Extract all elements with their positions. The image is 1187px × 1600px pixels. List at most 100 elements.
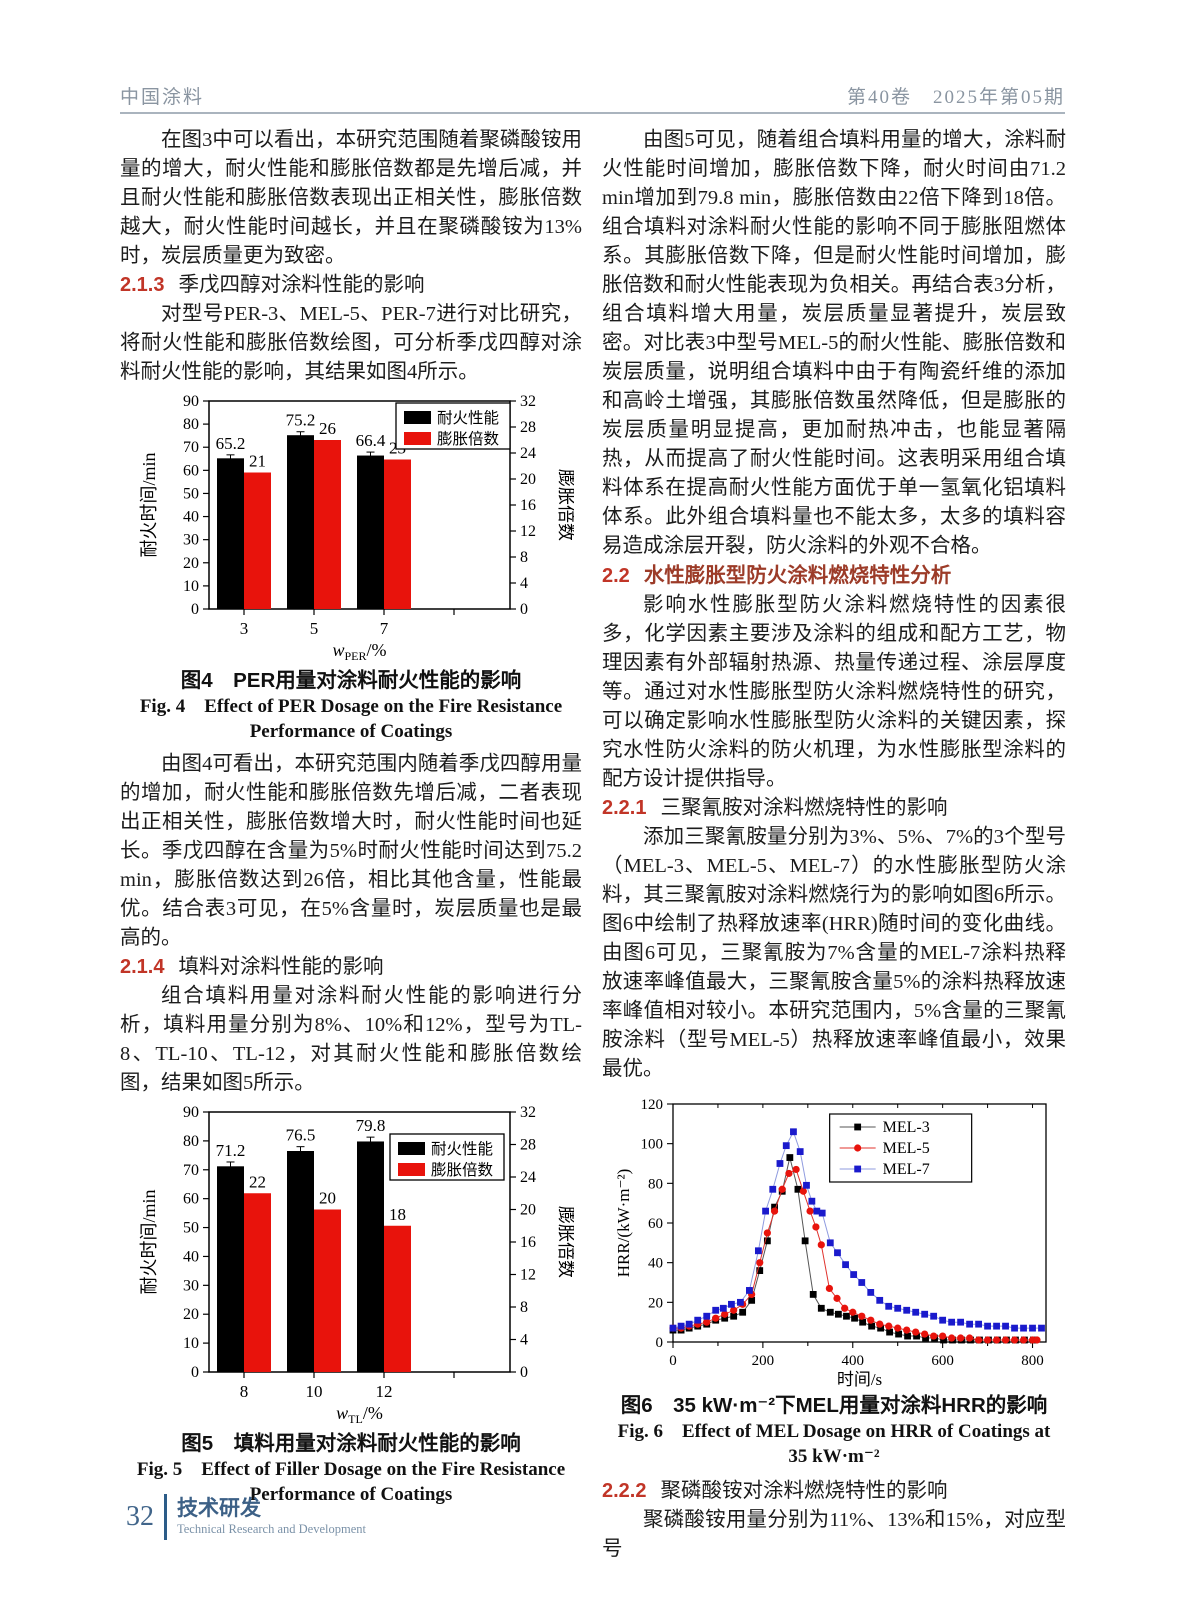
right-column: 由图5可见，随着组合填料用量的增大，涂料耐火性能时间增加，膨胀倍数下降，耐火时间…	[602, 126, 1066, 1564]
svg-text:60: 60	[648, 1216, 663, 1232]
svg-text:耐火时间/min: 耐火时间/min	[139, 452, 159, 557]
caption-cn: 图4 PER用量对涂料耐火性能的影响	[180, 669, 522, 692]
section-heading-2-2: 2.2 水性膨胀型防火涂料燃烧特性分析	[602, 561, 1066, 591]
figure-6-caption: 图6 35 kW·m⁻²下MEL用量对涂料HRR的影响 Fig. 6 Effec…	[602, 1392, 1066, 1469]
svg-text:76.5: 76.5	[285, 1126, 315, 1145]
svg-text:0: 0	[655, 1335, 663, 1351]
svg-text:4: 4	[520, 1332, 528, 1349]
svg-text:4: 4	[520, 575, 528, 592]
svg-text:75.2: 75.2	[285, 411, 315, 430]
svg-text:20: 20	[183, 555, 199, 572]
paragraph: 对型号PER-3、MEL-5、PER-7进行对比研究，将耐火性能和膨胀倍数绘图，…	[120, 303, 582, 383]
svg-text:20: 20	[520, 1202, 536, 1219]
svg-text:HRR/(kW·m⁻²): HRR/(kW·m⁻²)	[614, 1169, 633, 1278]
svg-text:66.4: 66.4	[355, 431, 385, 450]
svg-text:24: 24	[520, 1169, 536, 1186]
section-title: 季戊四醇对涂料性能的影响	[178, 274, 425, 296]
svg-text:12: 12	[375, 1382, 392, 1401]
svg-text:耐火性能: 耐火性能	[431, 1140, 493, 1158]
svg-text:膨胀倍数: 膨胀倍数	[556, 469, 574, 541]
svg-text:时间/s: 时间/s	[836, 1370, 881, 1389]
caption-cn: 图5 填料用量对涂料耐火性能的影响	[181, 1432, 521, 1455]
svg-text:100: 100	[640, 1137, 663, 1153]
section-title: 水性膨胀型防火涂料燃烧特性分析	[643, 564, 952, 587]
fig6-line-chart: 0 20 40 60 80 100 120 0 200 400 600 800 HRR/(kW·m⁻²)…	[614, 1097, 1047, 1389]
svg-text:0: 0	[191, 1364, 199, 1381]
svg-text:8: 8	[520, 1299, 528, 1316]
svg-text:wTL/%: wTL/%	[336, 1403, 383, 1426]
section-heading-2-2-1: 2.2.1 三聚氰胺对涂料燃烧特性的影响	[602, 794, 1066, 823]
svg-text:12: 12	[520, 1267, 536, 1284]
fig5-bar-chart: 0 10 20 30 40 50 60 70 80 90 0 4 8 12 16 20 24 28 32 耐火时间/m…	[139, 1104, 574, 1426]
svg-text:28: 28	[520, 419, 536, 436]
paragraph: 聚磷酸铵用量分别为11%、13%和15%，对应型号	[602, 1509, 1066, 1560]
figure-6: 0 20 40 60 80 100 120 0 200 400 600 800 HRR/(kW·m⁻²)…	[602, 1092, 1066, 1469]
svg-text:60: 60	[183, 462, 199, 479]
section-title: 填料对涂料性能的影响	[178, 956, 384, 978]
svg-text:26: 26	[319, 419, 336, 438]
svg-text:20: 20	[183, 1306, 199, 1323]
svg-text:10: 10	[183, 1335, 199, 1352]
svg-text:耐火时间/min: 耐火时间/min	[139, 1189, 159, 1294]
page-header: 中国涂料 第40卷 2025年第05期	[120, 82, 1065, 109]
figure-5: 0 10 20 30 40 50 60 70 80 90 0 4 8 12 16 20 24 28 32 耐火时间/m…	[120, 1100, 582, 1507]
svg-text:20: 20	[520, 471, 536, 488]
svg-text:膨胀倍数: 膨胀倍数	[437, 430, 500, 448]
caption-en: Performance of Coatings	[249, 1484, 453, 1505]
svg-text:5: 5	[309, 619, 318, 638]
footer-section-en: Technical Research and Development	[177, 1522, 366, 1536]
svg-text:8: 8	[239, 1382, 248, 1401]
svg-text:80: 80	[183, 1133, 199, 1150]
svg-text:0: 0	[520, 601, 528, 618]
section-number: 2.1.4	[120, 956, 165, 978]
svg-text:10: 10	[183, 578, 199, 595]
section-number: 2.2	[602, 565, 630, 587]
svg-text:MEL-3: MEL-3	[882, 1119, 929, 1136]
svg-text:0: 0	[520, 1364, 528, 1381]
section-heading-2-1-4: 2.1.4 填料对涂料性能的影响	[120, 953, 582, 982]
section-heading-2-2-2: 2.2.2 聚磷酸铵对涂料燃烧特性的影响	[602, 1477, 1066, 1506]
svg-text:16: 16	[520, 497, 536, 514]
header-rule	[120, 112, 1065, 114]
fig4-bar-chart: 0 10 20 30 40 50 60 70 80 90 0 4 8 12 16 20 24 28 32 耐火时间/m…	[139, 393, 574, 663]
svg-text:28: 28	[520, 1137, 536, 1154]
journal-name: 中国涂料	[120, 87, 205, 108]
svg-text:膨胀倍数: 膨胀倍数	[556, 1206, 574, 1278]
svg-text:70: 70	[183, 1162, 199, 1179]
svg-text:40: 40	[183, 1248, 199, 1265]
caption-en: Fig. 6 Effect of MEL Dosage on HRR of Co…	[617, 1421, 1051, 1442]
svg-text:40: 40	[183, 509, 199, 526]
svg-text:30: 30	[183, 532, 199, 549]
caption-en: Performance of Coatings	[249, 721, 453, 742]
svg-text:MEL-7: MEL-7	[882, 1161, 929, 1178]
svg-text:21: 21	[249, 452, 266, 471]
svg-text:50: 50	[183, 485, 199, 502]
svg-text:600: 600	[931, 1353, 954, 1369]
caption-cn: 图6 35 kW·m⁻²下MEL用量对涂料HRR的影响	[620, 1394, 1048, 1417]
svg-text:20: 20	[319, 1189, 336, 1208]
svg-text:50: 50	[183, 1220, 199, 1237]
svg-text:0: 0	[669, 1353, 677, 1369]
page-footer: 32 技术研发 Technical Research and Developme…	[126, 1494, 366, 1540]
svg-text:65.2: 65.2	[215, 434, 245, 453]
svg-text:3: 3	[239, 619, 248, 638]
figure-5-caption: 图5 填料用量对涂料耐火性能的影响 Fig. 5 Effect of Fille…	[120, 1430, 582, 1507]
svg-text:12: 12	[520, 523, 536, 540]
paragraph: 由图5可见，随着组合填料用量的增大，涂料耐火性能时间增加，膨胀倍数下降，耐火时间…	[602, 129, 1066, 557]
svg-text:800: 800	[1021, 1353, 1044, 1369]
svg-text:7: 7	[379, 619, 388, 638]
svg-text:400: 400	[841, 1353, 864, 1369]
svg-text:耐火性能: 耐火性能	[437, 409, 499, 427]
svg-text:71.2: 71.2	[215, 1141, 245, 1160]
figure-4: 0 10 20 30 40 50 60 70 80 90 0 4 8 12 16 20 24 28 32 耐火时间/m…	[120, 389, 582, 744]
caption-en: Fig. 4 Effect of PER Dosage on the Fire …	[139, 696, 563, 717]
svg-text:32: 32	[520, 1104, 536, 1121]
footer-section-cn: 技术研发	[177, 1497, 261, 1520]
svg-text:32: 32	[520, 393, 536, 410]
svg-text:60: 60	[183, 1191, 199, 1208]
svg-text:90: 90	[183, 1104, 199, 1121]
svg-text:30: 30	[183, 1277, 199, 1294]
svg-text:wPER/%: wPER/%	[332, 640, 386, 663]
footer-divider	[164, 1494, 167, 1540]
